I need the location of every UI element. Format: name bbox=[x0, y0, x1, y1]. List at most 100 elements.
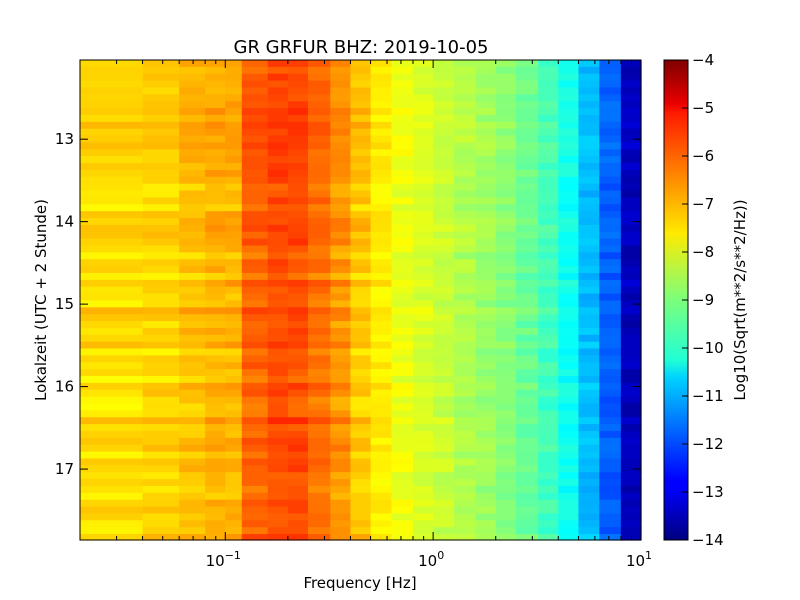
spectrogram-cell bbox=[578, 376, 600, 384]
spectrogram-cell bbox=[330, 382, 352, 391]
spectrogram-cell bbox=[80, 224, 144, 233]
spectrogram-cell bbox=[330, 362, 352, 370]
spectrogram-cell bbox=[515, 204, 539, 212]
spectrogram-cell bbox=[225, 190, 243, 198]
spectrogram-cell bbox=[80, 66, 144, 75]
spectrogram-cell bbox=[454, 272, 477, 281]
spectrogram-cell bbox=[475, 334, 497, 343]
spectrogram-cell bbox=[578, 472, 600, 480]
spectrogram-cell bbox=[538, 142, 559, 150]
spectrogram-cell bbox=[558, 101, 580, 109]
spectrogram-cell bbox=[225, 410, 243, 418]
spectrogram-cell bbox=[225, 376, 243, 384]
spectrogram-cell bbox=[391, 252, 414, 260]
spectrogram-cell bbox=[267, 66, 289, 75]
spectrogram-cell bbox=[620, 156, 642, 164]
spectrogram-cell bbox=[413, 101, 434, 109]
spectrogram-cell bbox=[267, 121, 289, 130]
spectrogram-cell bbox=[142, 369, 180, 377]
spectrogram-cell bbox=[241, 403, 269, 411]
spectrogram-cell bbox=[267, 252, 289, 260]
spectrogram-cell bbox=[433, 355, 455, 363]
spectrogram-cell bbox=[330, 341, 352, 350]
spectrogram-cell bbox=[80, 472, 144, 480]
spectrogram-cell bbox=[225, 204, 243, 212]
spectrogram-cell bbox=[475, 80, 497, 89]
spectrogram-cell bbox=[475, 321, 497, 329]
spectrogram-cell bbox=[330, 492, 352, 501]
spectrogram-cell bbox=[578, 348, 600, 357]
spectrogram-cell bbox=[454, 444, 477, 453]
spectrogram-cell bbox=[370, 266, 393, 274]
spectrogram-cell bbox=[80, 238, 144, 247]
spectrogram-cell bbox=[267, 485, 289, 494]
spectrogram-cell bbox=[80, 218, 144, 226]
spectrogram-cell bbox=[515, 527, 539, 535]
spectrogram-cell bbox=[370, 293, 393, 302]
spectrogram-cell bbox=[205, 286, 226, 295]
spectrogram-cell bbox=[620, 403, 642, 411]
spectrogram-cell bbox=[241, 513, 269, 521]
spectrogram-cell bbox=[558, 499, 580, 508]
spectrogram-cell bbox=[287, 341, 309, 350]
spectrogram-cell bbox=[578, 142, 600, 150]
spectrogram-cell bbox=[241, 410, 269, 418]
spectrogram-cell bbox=[495, 472, 517, 480]
spectrogram-cell bbox=[413, 492, 434, 501]
spectrogram-cell bbox=[179, 300, 206, 308]
spectrogram-cell bbox=[80, 80, 144, 89]
spectrogram-cell bbox=[350, 458, 372, 466]
spectrogram-cell bbox=[142, 334, 180, 343]
spectrogram-cell bbox=[578, 334, 600, 343]
spectrogram-cell bbox=[578, 534, 600, 541]
spectrogram-cell bbox=[350, 101, 372, 109]
spectrogram-cell bbox=[599, 224, 622, 233]
spectrogram-cell bbox=[558, 66, 580, 75]
spectrogram-cell bbox=[413, 238, 434, 247]
spectrogram-cell bbox=[413, 403, 434, 411]
spectrogram-cell bbox=[142, 307, 180, 315]
spectrogram-cell bbox=[267, 355, 289, 363]
spectrogram-cell bbox=[515, 169, 539, 178]
spectrogram-cell bbox=[599, 499, 622, 508]
spectrogram-cell bbox=[179, 142, 206, 150]
y-tick-label: 13 bbox=[55, 130, 74, 148]
spectrogram-cell bbox=[538, 238, 559, 247]
spectrogram-cell bbox=[205, 417, 226, 425]
spectrogram-cell bbox=[413, 142, 434, 150]
spectrogram-cell bbox=[515, 403, 539, 411]
spectrogram-cell bbox=[241, 108, 269, 116]
spectrogram-cell bbox=[179, 444, 206, 453]
spectrogram-cell bbox=[495, 437, 517, 446]
spectrogram-cell bbox=[433, 479, 455, 487]
spectrogram-cell bbox=[179, 101, 206, 109]
spectrogram-cell bbox=[225, 520, 243, 528]
spectrogram-cell bbox=[287, 382, 309, 391]
spectrogram-cell bbox=[308, 410, 331, 418]
spectrogram-cell bbox=[454, 341, 477, 350]
spectrogram-cell bbox=[495, 60, 517, 68]
spectrogram-cell bbox=[142, 403, 180, 411]
spectrogram-cell bbox=[391, 169, 414, 178]
spectrogram-cell bbox=[330, 108, 352, 116]
spectrogram-cell bbox=[454, 266, 477, 274]
spectrogram-cell bbox=[330, 279, 352, 288]
spectrogram-cell bbox=[475, 204, 497, 212]
spectrogram-cell bbox=[142, 169, 180, 178]
spectrogram-cell bbox=[558, 293, 580, 302]
spectrogram-cell bbox=[350, 286, 372, 295]
spectrogram-cell bbox=[350, 190, 372, 198]
spectrogram-cell bbox=[599, 259, 622, 267]
spectrogram-cell bbox=[205, 362, 226, 370]
spectrogram-cell bbox=[370, 66, 393, 75]
spectrogram-cell bbox=[599, 389, 622, 398]
spectrogram-cell bbox=[308, 80, 331, 89]
spectrogram-cell bbox=[433, 66, 455, 75]
spectrogram-cell bbox=[267, 163, 289, 171]
spectrogram-cell bbox=[80, 321, 144, 329]
spectrogram-cell bbox=[225, 142, 243, 150]
spectrogram-cell bbox=[413, 204, 434, 212]
spectrogram-cell bbox=[475, 451, 497, 460]
spectrogram-cell bbox=[287, 279, 309, 288]
spectrogram-cell bbox=[620, 190, 642, 198]
